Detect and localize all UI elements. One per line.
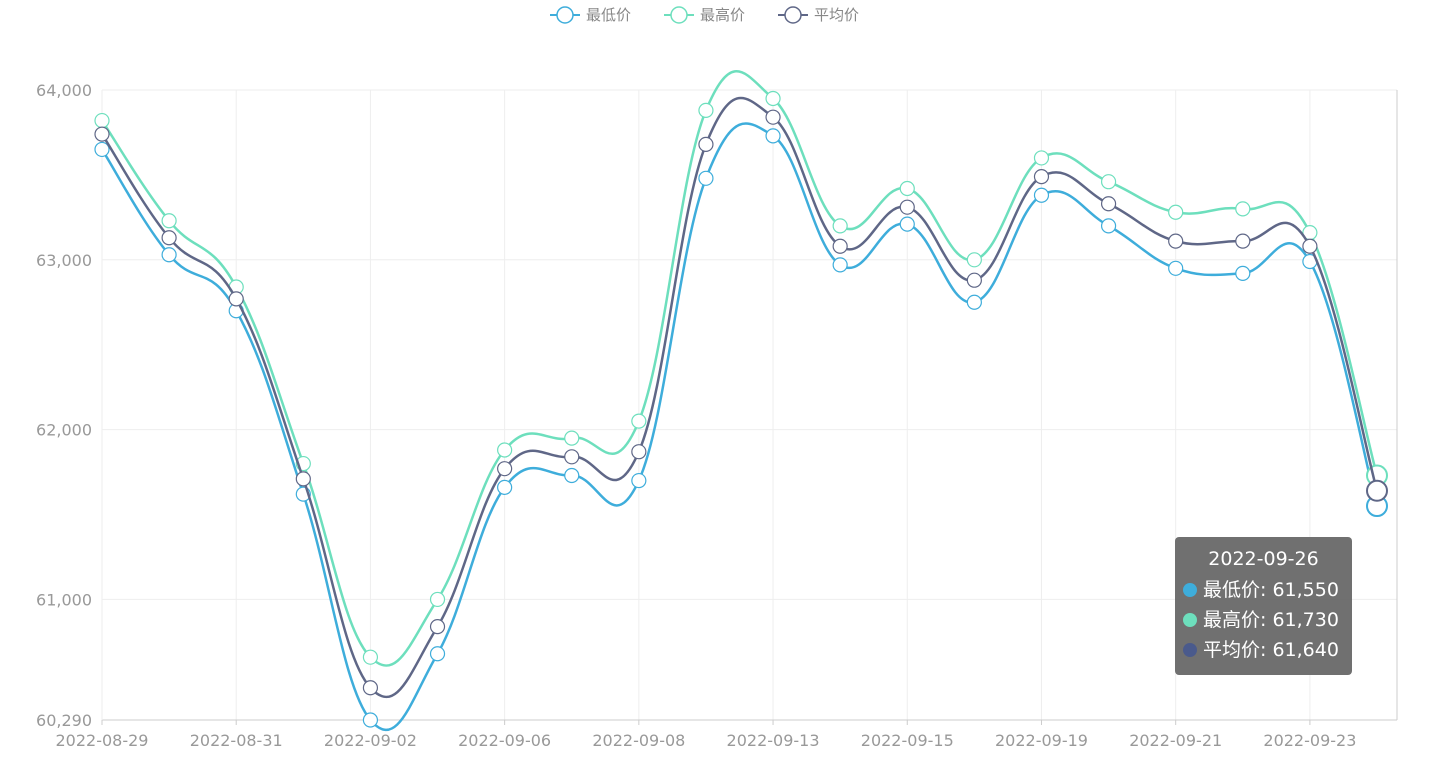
data-point[interactable] <box>564 467 580 484</box>
legend-circle-icon <box>784 6 802 24</box>
x-tick-label: 2022-09-19 <box>995 731 1088 750</box>
data-point[interactable] <box>161 230 177 246</box>
data-point[interactable] <box>497 442 513 458</box>
tooltip-row-high: 最高价: 61,730 <box>1183 605 1344 635</box>
x-tick-label: 2022-09-13 <box>727 731 820 750</box>
data-point[interactable] <box>1168 260 1184 276</box>
tooltip-dot-high <box>1183 613 1197 627</box>
data-point[interactable] <box>631 413 647 429</box>
legend-label: 最高价 <box>700 6 745 24</box>
y-tick-label: 64,000 <box>36 81 92 100</box>
y-tick-label: 60,290 <box>36 711 92 730</box>
tooltip-text-high: 最高价: 61,730 <box>1203 609 1339 631</box>
x-tick-label: 2022-09-15 <box>861 731 954 750</box>
legend-item-1[interactable]: 最高价 <box>664 6 745 24</box>
data-point[interactable] <box>1235 201 1251 217</box>
data-point[interactable] <box>295 471 311 487</box>
data-point[interactable] <box>362 680 379 696</box>
data-point[interactable] <box>966 294 982 310</box>
data-tooltip: 2022-09-26 最低价: 61,550 最高价: 61,730 平均价: … <box>1175 537 1352 675</box>
data-point[interactable] <box>899 199 915 215</box>
data-point[interactable] <box>429 591 446 608</box>
data-point[interactable] <box>161 213 177 229</box>
data-point[interactable] <box>1302 238 1318 254</box>
tooltip-row-avg: 平均价: 61,640 <box>1183 635 1344 665</box>
data-point[interactable] <box>1168 233 1184 249</box>
legend-circle-icon <box>556 6 574 24</box>
data-point[interactable] <box>362 712 379 728</box>
data-point[interactable] <box>899 216 915 232</box>
data-point[interactable] <box>429 646 446 662</box>
legend-label: 最低价 <box>586 6 631 24</box>
data-point[interactable] <box>1235 265 1251 281</box>
data-point[interactable] <box>497 479 513 495</box>
x-tick-label: 2022-09-02 <box>324 731 417 750</box>
data-point[interactable] <box>698 102 714 118</box>
data-point[interactable] <box>631 472 647 489</box>
data-point[interactable] <box>698 136 714 152</box>
legend-label: 平均价 <box>814 6 859 24</box>
data-point[interactable] <box>698 170 714 186</box>
data-point[interactable] <box>161 247 177 263</box>
series-lines <box>94 70 1388 732</box>
data-point[interactable] <box>966 252 982 268</box>
x-tick-label: 2022-08-31 <box>190 731 283 750</box>
legend-item-2[interactable]: 平均价 <box>778 6 859 24</box>
tooltip-text-avg: 平均价: 61,640 <box>1203 639 1339 661</box>
data-point[interactable] <box>497 461 513 477</box>
legend[interactable]: 最低价 最高价 平均价 <box>550 6 859 24</box>
y-tick-label: 63,000 <box>36 251 92 270</box>
tooltip-text-low: 最低价: 61,550 <box>1203 579 1339 601</box>
legend-item-0[interactable]: 最低价 <box>550 6 631 24</box>
x-tick-label: 2022-09-06 <box>458 731 551 750</box>
data-point[interactable] <box>94 112 110 129</box>
data-point[interactable] <box>1033 187 1050 203</box>
data-point[interactable] <box>1235 233 1251 249</box>
data-point[interactable] <box>1100 174 1117 190</box>
data-point[interactable] <box>832 218 848 234</box>
data-point[interactable] <box>966 272 982 288</box>
data-point[interactable] <box>94 126 110 142</box>
x-tick-label: 2022-09-21 <box>1129 731 1222 750</box>
data-point[interactable] <box>1033 169 1050 185</box>
data-point[interactable] <box>1168 204 1184 220</box>
data-point[interactable] <box>1100 218 1117 234</box>
data-point[interactable] <box>228 291 244 307</box>
tooltip-dot-avg <box>1183 643 1197 657</box>
data-point[interactable] <box>362 649 379 665</box>
data-point[interactable] <box>564 449 580 465</box>
x-tick-label: 2022-09-08 <box>592 731 685 750</box>
data-point[interactable] <box>429 619 446 635</box>
data-point[interactable] <box>765 90 781 107</box>
legend-circle-icon <box>670 6 688 24</box>
axes: 60,290 61,000 62,000 63,000 64,000 2022-08-29… <box>36 81 1398 750</box>
data-point[interactable] <box>765 109 781 125</box>
data-point[interactable] <box>1366 479 1388 502</box>
tooltip-title: 2022-09-26 <box>1208 548 1319 570</box>
data-point[interactable] <box>832 257 848 273</box>
x-tick-label: 2022-09-23 <box>1263 731 1356 750</box>
data-point[interactable] <box>1100 196 1117 212</box>
data-point[interactable] <box>765 128 781 144</box>
tooltip-row-low: 最低价: 61,550 <box>1183 575 1344 605</box>
data-point[interactable] <box>1033 150 1050 166</box>
data-point[interactable] <box>832 238 848 254</box>
data-point[interactable] <box>631 444 647 460</box>
data-point[interactable] <box>564 430 580 446</box>
data-point[interactable] <box>899 180 915 197</box>
tooltip-dot-low <box>1183 583 1197 597</box>
data-point[interactable] <box>94 141 110 158</box>
y-tick-label: 62,000 <box>36 421 92 440</box>
x-tick-label: 2022-08-29 <box>56 731 149 750</box>
y-tick-label: 61,000 <box>36 590 92 609</box>
